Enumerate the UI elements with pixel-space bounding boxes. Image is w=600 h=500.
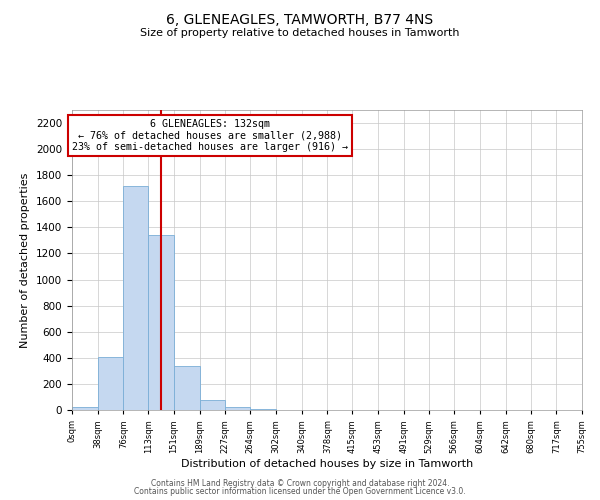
Bar bbox=[98, 356, 124, 410]
Bar bbox=[148, 235, 174, 410]
X-axis label: Distribution of detached houses by size in Tamworth: Distribution of detached houses by size … bbox=[181, 458, 473, 468]
Text: 6 GLENEAGLES: 132sqm
← 76% of detached houses are smaller (2,988)
23% of semi-de: 6 GLENEAGLES: 132sqm ← 76% of detached h… bbox=[72, 119, 348, 152]
Text: Contains public sector information licensed under the Open Government Licence v3: Contains public sector information licen… bbox=[134, 487, 466, 496]
Bar bbox=[124, 186, 148, 410]
Text: 6, GLENEAGLES, TAMWORTH, B77 4NS: 6, GLENEAGLES, TAMWORTH, B77 4NS bbox=[166, 12, 434, 26]
Text: Contains HM Land Registry data © Crown copyright and database right 2024.: Contains HM Land Registry data © Crown c… bbox=[151, 478, 449, 488]
Bar bbox=[174, 366, 200, 410]
Bar bbox=[200, 400, 226, 410]
Bar bbox=[72, 408, 98, 410]
Y-axis label: Number of detached properties: Number of detached properties bbox=[20, 172, 31, 348]
Text: Size of property relative to detached houses in Tamworth: Size of property relative to detached ho… bbox=[140, 28, 460, 38]
Bar bbox=[250, 408, 276, 410]
Bar bbox=[226, 406, 250, 410]
